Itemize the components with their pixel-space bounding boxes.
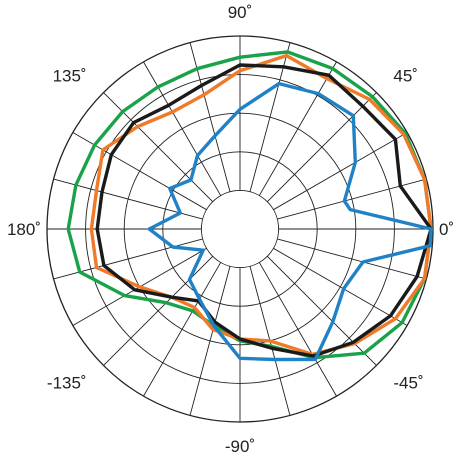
angle-tick-label: -135˚ [47, 373, 87, 392]
angle-tick-label: 180˚ [7, 220, 41, 239]
series-layer [66, 50, 433, 362]
angle-tick-label: -90˚ [225, 437, 255, 454]
polar-grid [46, 35, 434, 423]
angle-tick-label: -45˚ [393, 373, 423, 392]
angle-tick-label: 90˚ [228, 3, 253, 22]
series-line-3 [95, 63, 433, 358]
grid-ring [200, 189, 280, 269]
angle-tick-label: 135˚ [53, 67, 87, 86]
angle-tick-label: 0˚ [439, 220, 454, 239]
outer-ring [46, 35, 434, 423]
grid-ring [162, 151, 318, 307]
series-line-1 [66, 50, 433, 360]
grid-ring [85, 74, 395, 384]
angle-tick-labels: 90˚ 45˚ 0˚ -45˚ -90˚ -135˚ 180˚ 135˚ [7, 3, 454, 454]
angle-tick-label: 45˚ [393, 67, 418, 86]
series-line-4 [147, 81, 433, 362]
grid-ring [123, 112, 357, 346]
